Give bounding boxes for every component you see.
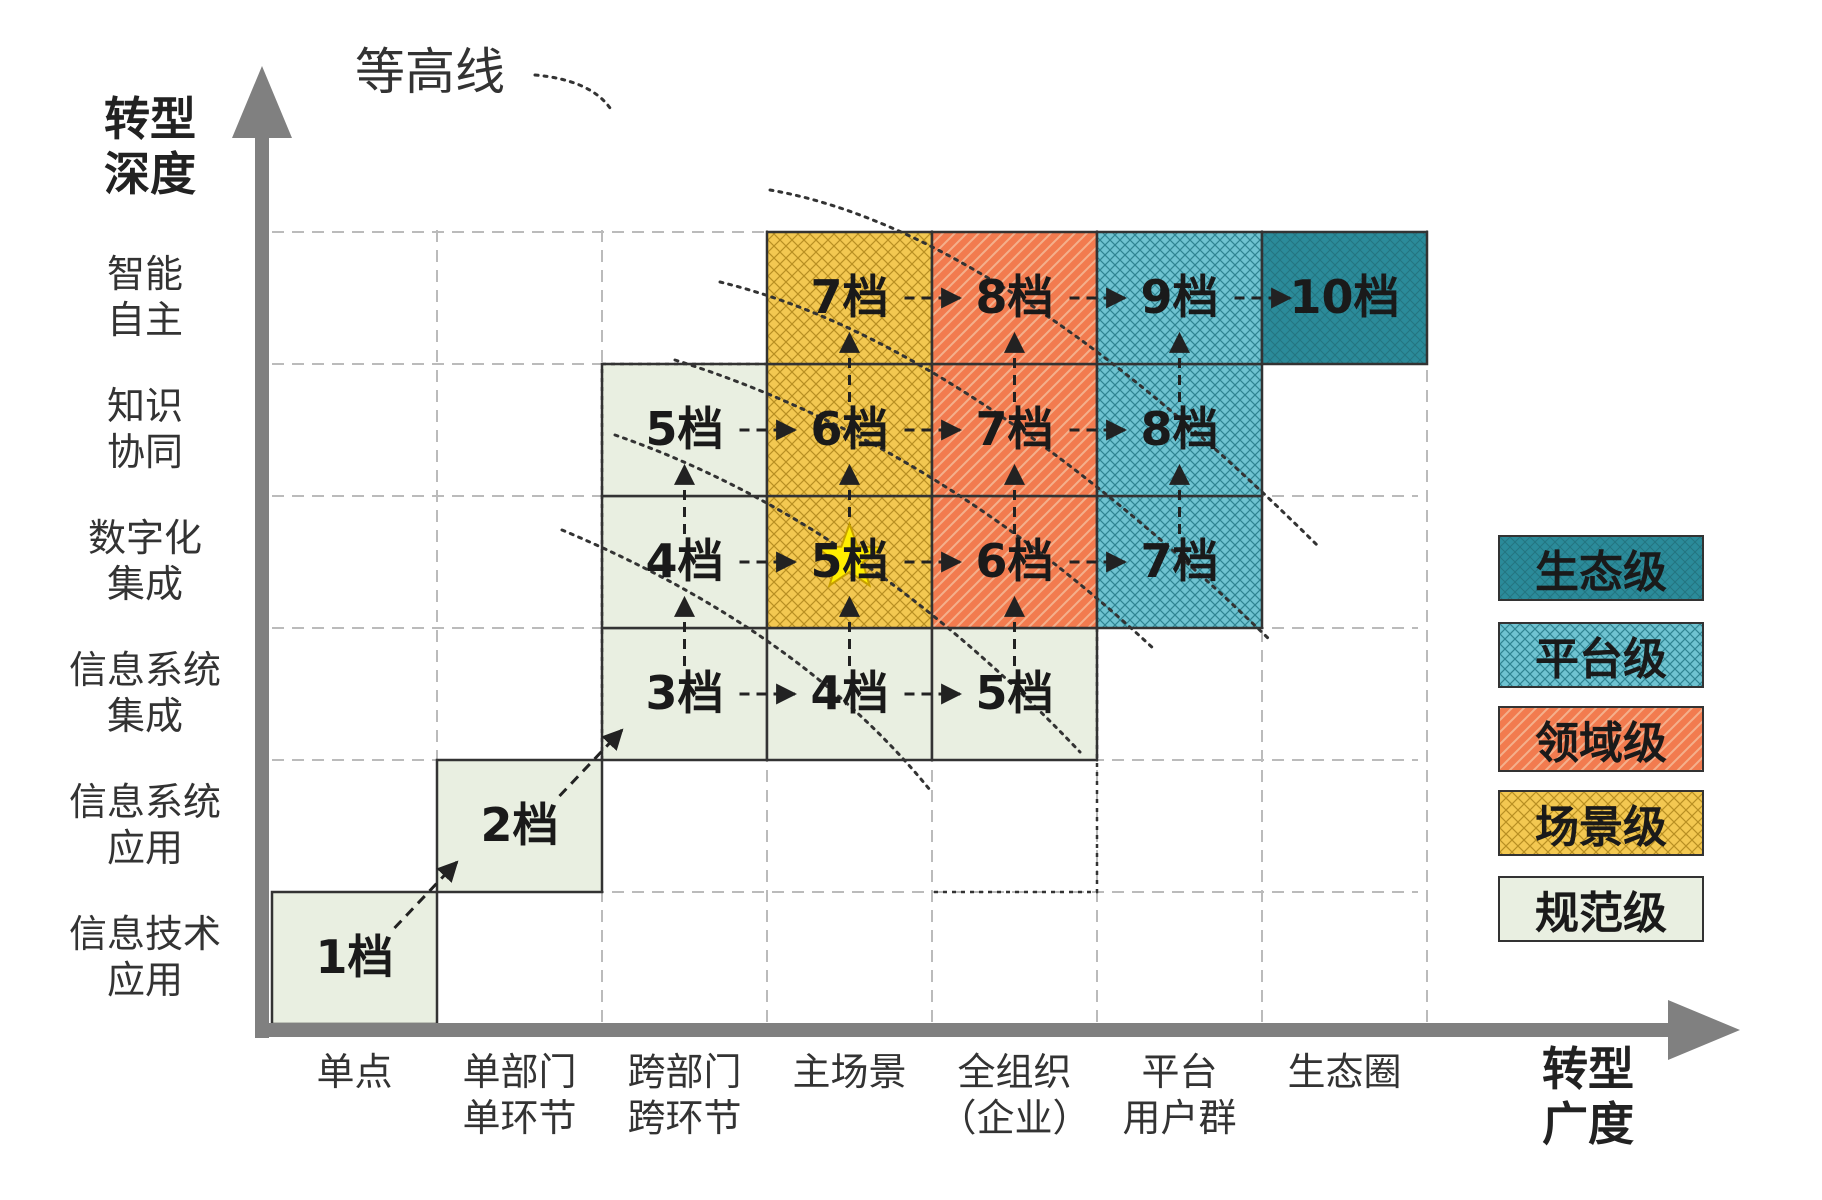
normative-region-outline	[932, 628, 1099, 894]
contour-line	[718, 280, 1272, 642]
level-cell-label: 2档	[480, 798, 559, 852]
level-cell-label: 3档	[645, 666, 724, 720]
contour-label: 等高线	[355, 43, 505, 101]
level-cell-label: 7档	[1140, 534, 1219, 588]
legend-item-scene: 场景级	[1498, 790, 1704, 856]
progression-arrow	[558, 728, 624, 798]
legend-swatch-fill	[1500, 537, 1702, 599]
y-axis-level-label: 数字化 集成	[87, 516, 202, 606]
y-axis-level-label: 信息系统 集成	[68, 648, 221, 738]
x-axis-level-label: 主场景	[792, 1050, 907, 1094]
star-icon	[814, 521, 885, 588]
y-axis-level-label: 信息技术 应用	[68, 912, 221, 1002]
level-cell-label: 9档	[1140, 270, 1219, 324]
level-cell-label: 8档	[975, 270, 1054, 324]
progression-arrow	[393, 860, 459, 930]
x-axis-level-label: 单点	[316, 1050, 393, 1094]
x-axis-level-label: 单部门 单环节	[462, 1050, 577, 1140]
level-cell-label: 5档	[975, 666, 1054, 720]
legend-label: 平台级	[1535, 634, 1667, 685]
x-axis-title: 转型 广度	[1542, 1042, 1634, 1152]
level-cell-label: 5档	[645, 402, 724, 456]
legend-swatch	[1500, 708, 1702, 770]
x-axis-arrowhead	[1668, 1000, 1740, 1060]
level-cell-label: 8档	[1140, 402, 1219, 456]
legend-item-eco: 生态级	[1498, 535, 1704, 601]
legend-item-norm: 规范级	[1498, 876, 1704, 942]
legend-swatch	[1500, 624, 1702, 686]
level-cell-label: 7档	[975, 402, 1054, 456]
level-cell-label: 6档	[975, 534, 1054, 588]
legend-item-plat: 平台级	[1498, 622, 1704, 688]
legend-swatch-fill	[1500, 624, 1702, 686]
level-cell-label: 6档	[810, 402, 889, 456]
contour-line	[533, 73, 612, 110]
legend-label: 场景级	[1535, 802, 1667, 853]
level-cell-norm	[930, 626, 1099, 762]
level-cell-label: 4档	[810, 666, 889, 720]
legend-swatch	[1500, 792, 1702, 854]
x-axis-level-label: 全组织 （企业）	[938, 1050, 1091, 1140]
level-cell-label: 5档	[810, 534, 889, 588]
y-axis-level-label: 知识 协同	[106, 384, 183, 474]
contour-line	[560, 528, 932, 792]
y-axis-level-label: 信息系统 应用	[68, 780, 221, 870]
legend-item-dom: 领域级	[1498, 706, 1704, 772]
y-axis-title: 转型 深度	[104, 92, 196, 202]
level-cell-label: 1档	[315, 930, 394, 984]
legend-label: 领域级	[1535, 718, 1667, 769]
legend-swatch-fill	[1500, 708, 1702, 770]
legend-label: 规范级	[1535, 888, 1667, 939]
contour-line	[673, 358, 1157, 652]
y-axis-level-label: 智能 自主	[106, 252, 183, 342]
legend-swatch	[1500, 537, 1702, 599]
normative-region-outline	[600, 362, 767, 760]
x-axis-level-label: 平台 用户群	[1122, 1050, 1237, 1140]
level-cell-label: 7档	[810, 270, 889, 324]
x-axis-level-label: 跨部门 跨环节	[627, 1050, 742, 1140]
contour-line	[768, 188, 1322, 550]
legend-swatch-fill	[1500, 792, 1702, 854]
y-axis-arrowhead	[232, 66, 292, 138]
level-cell-label: 10档	[1289, 270, 1400, 324]
x-axis-level-label: 生态圈	[1287, 1050, 1402, 1094]
level-cell-label: 4档	[645, 534, 724, 588]
legend-label: 生态级	[1535, 547, 1667, 598]
